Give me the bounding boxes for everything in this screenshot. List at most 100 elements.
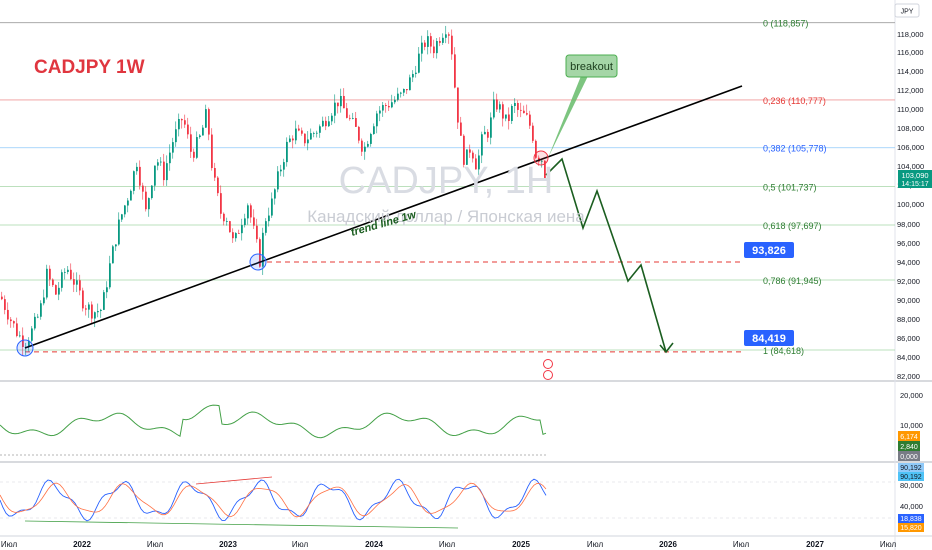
candle-body — [46, 268, 48, 298]
target-label-2-text: 84,419 — [752, 333, 786, 345]
candle-body — [241, 225, 243, 234]
projection-arrowhead — [659, 342, 674, 354]
candle-body — [307, 139, 309, 144]
candle-body — [202, 127, 204, 136]
candle-body — [433, 46, 435, 54]
candle-body — [76, 280, 78, 285]
candle-body — [442, 37, 444, 43]
candle-body — [367, 143, 369, 147]
candle-body — [10, 319, 12, 322]
candle-body — [385, 105, 387, 106]
currency-badge-box[interactable] — [894, 3, 920, 18]
candle-body — [100, 309, 102, 312]
fib-label-0: 0 (118,857) — [763, 19, 808, 29]
candle-body — [247, 205, 249, 219]
candle-body — [79, 280, 81, 291]
candle-body — [184, 120, 186, 125]
candle-body — [391, 102, 393, 108]
candle-body — [199, 135, 201, 138]
candle-body — [163, 161, 165, 181]
candle-body — [22, 335, 24, 347]
breakout-callout[interactable]: breakout — [548, 54, 618, 158]
candle-body — [460, 122, 462, 136]
candle-body — [334, 102, 336, 116]
rsi-tick-1: 20,000 — [900, 391, 923, 400]
candle-body — [229, 221, 231, 233]
candle-body — [109, 263, 111, 288]
price-tick-label: 118,000 — [897, 30, 924, 39]
time-tick-label: Июл — [880, 540, 897, 549]
candle-body — [67, 269, 69, 272]
candle-body — [178, 118, 180, 130]
candle-body — [277, 171, 279, 190]
price-tick-label: 114,000 — [897, 67, 924, 76]
trend-anchor-low[interactable] — [16, 339, 34, 357]
rsi-label-3: 0,000 — [900, 454, 918, 461]
price-tick-label: 116,000 — [897, 48, 924, 57]
candle-body — [322, 120, 324, 127]
candle-body — [346, 108, 348, 118]
price-tick-label: 110,000 — [897, 105, 924, 114]
projection-path — [545, 157, 674, 354]
time-tick-label: Июл — [147, 540, 164, 549]
candle-body — [61, 272, 63, 288]
candle-body — [268, 215, 270, 222]
candle-body — [502, 104, 504, 119]
trend-line-1w[interactable] — [24, 85, 743, 349]
candle-body — [427, 36, 429, 47]
fib-label-1: 1 (84,618) — [763, 346, 804, 356]
candle-body — [526, 113, 528, 115]
stoch-label-4: 15,820 — [900, 525, 922, 532]
target-label-1[interactable]: 93,826 — [744, 242, 794, 258]
price-countdown: 14:15:17 — [901, 181, 928, 188]
candle-body — [292, 138, 294, 141]
candle-body — [421, 42, 423, 54]
fib-label-0.618: 0,618 (97,697) — [763, 221, 822, 231]
candle-body — [430, 36, 432, 47]
candle-body — [274, 189, 276, 199]
candle-body — [328, 121, 330, 127]
trend-anchor-mid[interactable] — [249, 253, 267, 271]
candle-body — [523, 110, 525, 114]
candle-body — [97, 311, 99, 313]
stoch-value-labels: 90,192 90,192 18,838 15,820 — [898, 463, 924, 532]
price-tick-label: 88,000 — [897, 315, 920, 324]
candle-body — [484, 131, 486, 135]
candle-body — [94, 312, 96, 319]
candle-body — [463, 135, 465, 165]
price-tick-label: 106,000 — [897, 143, 924, 152]
candle-body — [358, 126, 360, 141]
price-tick-label: 104,000 — [897, 162, 924, 171]
currency-badge[interactable]: JPY — [901, 9, 914, 16]
candle-body — [190, 134, 192, 152]
candle-body — [85, 308, 87, 310]
candle-body — [142, 185, 144, 192]
candle-body — [130, 190, 132, 201]
target-label-2[interactable]: 84,419 — [744, 330, 794, 346]
candle-body — [196, 137, 198, 158]
stoch-d-line — [0, 482, 547, 518]
rsi-label-1: 6,174 — [900, 434, 918, 441]
candle-body — [28, 340, 30, 347]
projection-path-line[interactable] — [545, 157, 667, 353]
candle-body — [406, 88, 408, 91]
candle-body — [169, 152, 171, 164]
candle-body — [388, 105, 390, 108]
candle-body — [310, 133, 312, 140]
candle-body — [145, 191, 147, 210]
fib-label-0.236: 0,236 (110,777) — [763, 96, 826, 106]
candle-body — [151, 185, 153, 199]
indicator-panes — [0, 404, 895, 529]
axes: 118,000 116,000 114,000 112,000 110,000 108,0… — [1, 30, 924, 549]
candle-body — [445, 34, 447, 38]
candle-body — [319, 126, 321, 133]
time-tick-label: 2026 — [659, 540, 677, 549]
candle-body — [457, 87, 459, 123]
candle-body — [466, 149, 468, 165]
time-tick-label: 2023 — [219, 540, 237, 549]
price-tick-label: 96,000 — [897, 239, 920, 248]
event-markers[interactable] — [543, 359, 553, 380]
current-price-box[interactable] — [898, 170, 932, 188]
candle-body — [136, 166, 138, 172]
